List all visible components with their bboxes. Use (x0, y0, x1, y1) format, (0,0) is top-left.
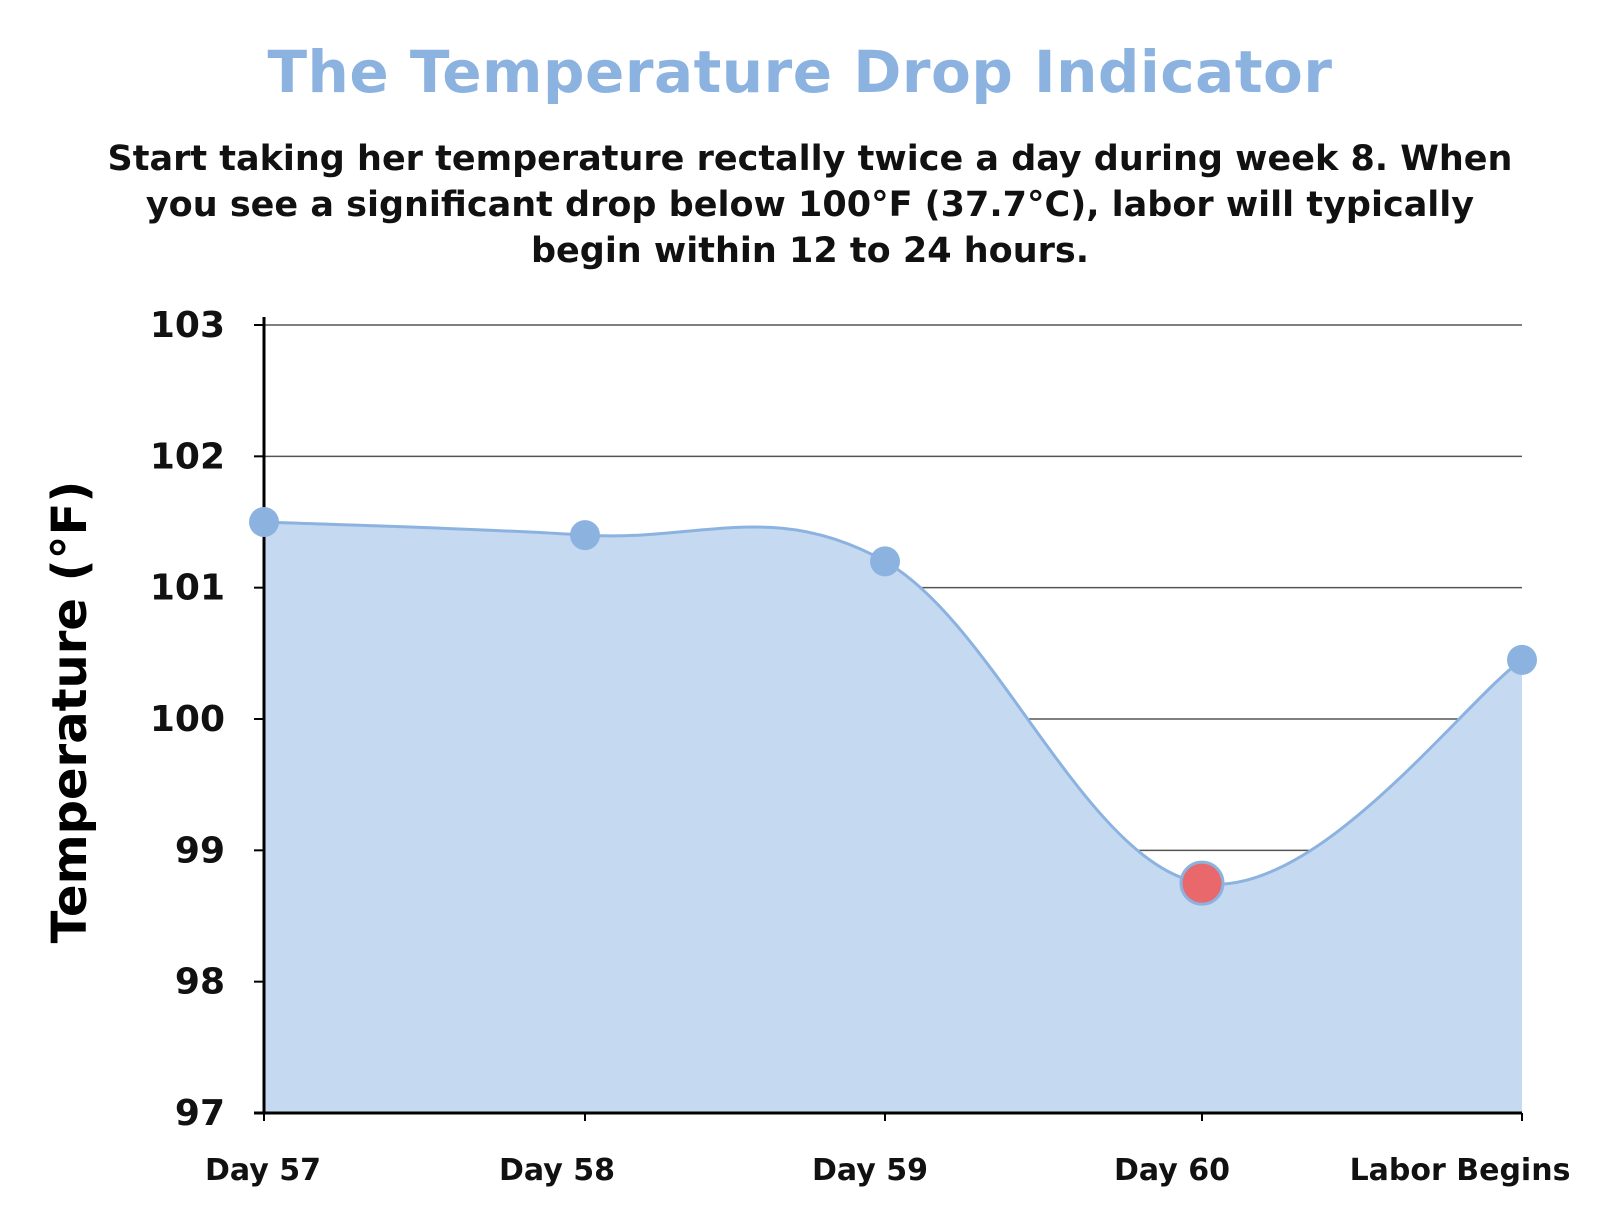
data-point (1507, 644, 1537, 675)
x-tick-label: Day 57 (205, 1153, 321, 1188)
data-point (870, 546, 900, 577)
chart-subtitle: Start taking her temperature rectally tw… (107, 139, 1513, 271)
data-points (249, 507, 1537, 906)
y-tick-label: 97 (175, 1093, 225, 1134)
y-tick-label: 102 (150, 436, 225, 477)
x-tick-labels: Day 57 Day 58 Day 59 Day 60 Labor Begins (205, 1113, 1570, 1188)
data-point (570, 520, 600, 551)
y-tick-label: 98 (175, 962, 225, 1003)
chart-title: The Temperature Drop Indicator (267, 38, 1333, 106)
y-tick-label: 99 (175, 830, 225, 871)
x-tick-label: Labor Begins (1350, 1153, 1571, 1188)
data-point (249, 507, 279, 537)
highlight-data-point (1179, 860, 1225, 906)
series-line (263, 520, 1523, 886)
y-tick-labels: 97 98 99 100 101 102 103 (150, 305, 225, 1134)
x-tick-label: Day 60 (1114, 1153, 1230, 1188)
y-tick-label: 101 (150, 568, 225, 609)
x-tick-label: Day 59 (812, 1153, 928, 1188)
y-tick-label: 103 (150, 305, 225, 346)
y-tick-label: 100 (150, 699, 225, 740)
axes (254, 317, 1522, 1115)
area-fill (264, 522, 1522, 1113)
x-tick-label: Day 58 (499, 1153, 615, 1188)
